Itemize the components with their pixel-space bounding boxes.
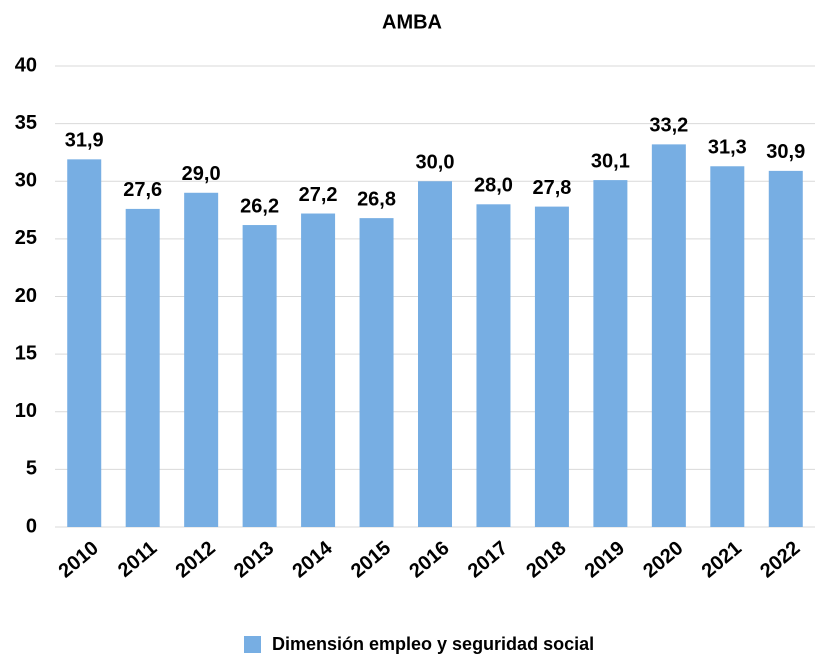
y-tick-label: 25 [15,227,37,249]
bar [67,159,102,528]
data-label: 31,3 [708,137,747,159]
bar [710,166,745,527]
x-tick-label: 2018 [522,537,570,582]
x-tick-label: 2017 [464,537,512,582]
data-label: 27,6 [123,179,162,201]
bar [418,181,452,527]
bar [242,225,277,528]
data-label: 30,1 [591,150,630,172]
data-label: 29,0 [182,163,221,185]
data-label: 33,2 [649,115,688,137]
chart-title: AMBA [382,11,442,33]
y-tick-label: 15 [15,342,37,364]
x-tick-label: 2010 [55,537,103,582]
x-tick-label: 2021 [698,537,746,582]
y-tick-label: 20 [15,285,37,307]
data-label: 26,2 [240,195,279,217]
x-tick-label: 2022 [756,537,804,582]
bar [593,180,628,527]
x-tick-label: 2015 [347,537,395,582]
x-tick-label: 2014 [288,536,337,582]
data-label: 30,9 [766,141,805,163]
y-tick-label: 0 [26,515,37,537]
bar [125,208,160,527]
bar [301,213,336,527]
y-tick-label: 10 [15,400,37,422]
x-tick-label: 2012 [172,537,220,582]
data-label: 27,2 [299,184,338,206]
bar [476,204,511,528]
y-tick-label: 35 [15,112,37,134]
bar [534,206,569,528]
x-tick-label: 2011 [114,537,161,582]
bar [651,144,686,527]
y-tick-label: 5 [26,458,37,480]
y-tick-label: 40 [15,54,37,76]
data-label: 26,8 [357,188,396,210]
x-tick-label: 2020 [639,537,687,582]
x-tick-label: 2013 [230,537,278,582]
data-label: 28,0 [474,175,513,197]
legend-label: Dimensión empleo y seguridad social [272,634,594,654]
data-label: 27,8 [532,177,571,199]
y-tick-label: 30 [15,170,37,192]
data-label: 30,0 [416,152,455,174]
data-label: 31,9 [65,130,104,152]
x-tick-label: 2019 [581,537,629,582]
bar [184,192,219,527]
x-tick-label: 2016 [405,537,453,582]
legend-swatch [244,636,261,653]
bar [768,170,803,527]
bar [359,218,394,527]
